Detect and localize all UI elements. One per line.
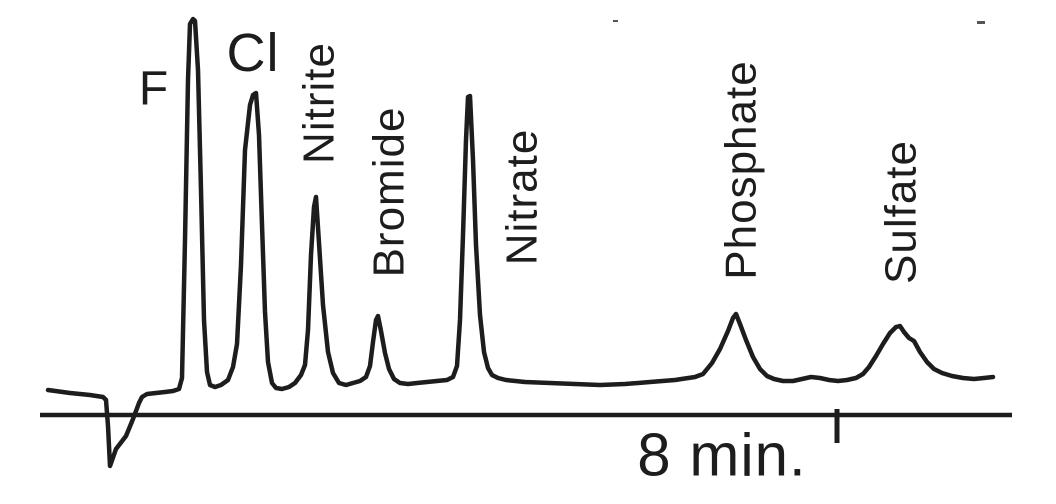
peak-label-nitrite: Nitrite xyxy=(295,42,344,164)
time-axis-label: 8 min. xyxy=(637,422,806,489)
scan-artifact-2 xyxy=(977,21,985,24)
chromatogram-trace xyxy=(45,16,996,469)
peak-label-chloride: Cl xyxy=(227,23,280,83)
peak-label-nitrate: Nitrate xyxy=(498,129,547,266)
peak-label-phosphate: Phosphate xyxy=(717,60,766,279)
scan-artifact-1 xyxy=(613,20,618,22)
peak-label-bromide: Bromide xyxy=(365,107,414,278)
peak-label-fluoride: F xyxy=(139,63,169,116)
peak-label-sulfate: Sulfate xyxy=(877,140,926,284)
